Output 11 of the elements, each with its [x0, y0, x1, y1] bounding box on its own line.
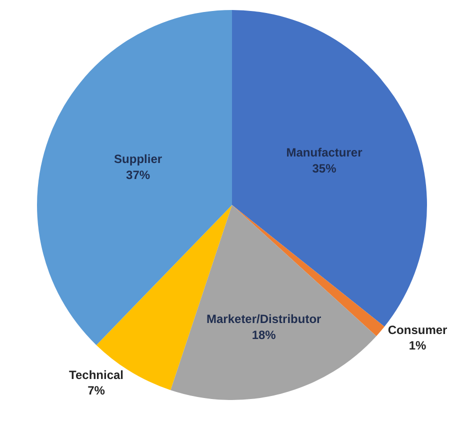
data-label: 35%: [312, 161, 337, 176]
slice-label: Marketer/Distributor: [206, 312, 322, 326]
slice-label: Technical: [69, 368, 124, 382]
slice-label: Consumer: [388, 322, 448, 337]
data-label: 7%: [88, 383, 106, 398]
slice-label: Manufacturer: [286, 146, 363, 160]
data-label: 18%: [252, 328, 276, 342]
slice-label: Supplier: [114, 152, 162, 166]
data-label: 1%: [408, 338, 427, 352]
data-label: 37%: [126, 168, 150, 182]
pie-slice: [170, 205, 376, 400]
